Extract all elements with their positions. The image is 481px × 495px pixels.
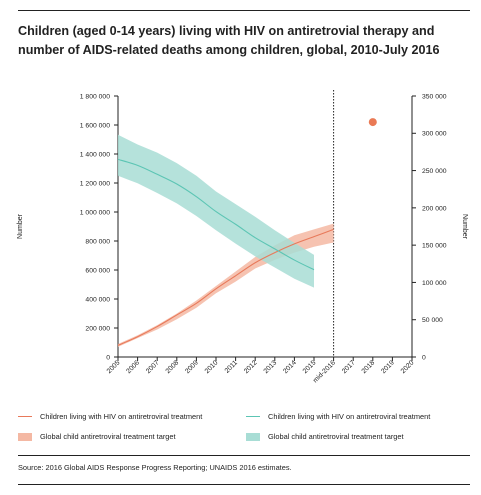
chart-title: Children (aged 0-14 years) living with H… [18, 24, 440, 57]
y-tick-label-left: 1 400 000 [80, 151, 110, 158]
x-tick-label: 2020 [400, 359, 416, 375]
x-tick-label: 2005 [106, 359, 122, 375]
y-tick-label-left: 400 000 [85, 296, 110, 303]
legend-swatch-orange-line [18, 416, 32, 417]
series-line-orange [117, 228, 334, 346]
legend-label-orange-band: Global child antiretroviral treatment ta… [40, 432, 176, 441]
y-tick-label-left: 1 600 000 [80, 122, 110, 129]
y-tick-label-right: 300 000 [422, 131, 447, 138]
y-tick-label-right: 250 000 [422, 168, 447, 175]
x-tick-label: 2010 [204, 359, 220, 375]
x-tick-label: 2012 [243, 359, 259, 375]
x-tick-label: 2017 [341, 359, 357, 375]
y-tick-label-right: 150 000 [422, 243, 447, 250]
y-tick-label-left: 1 000 000 [80, 209, 110, 216]
x-tick-label: 2018 [361, 359, 377, 375]
target-point [368, 118, 377, 127]
axes-layer [114, 90, 416, 361]
y-tick-label-right: 0 [422, 354, 426, 361]
legend-swatch-teal-line [246, 416, 260, 417]
y-tick-label-right: 350 000 [422, 93, 447, 100]
legend-item-orange-line: Children living with HIV on antiretrovir… [18, 412, 202, 421]
y-tick-label-right: 50 000 [422, 317, 443, 324]
x-tick-label: 2008 [165, 359, 181, 375]
y-tick-label-left: 800 000 [85, 238, 110, 245]
y-tick-label-left: 200 000 [85, 325, 110, 332]
x-tick-label: 2007 [145, 359, 161, 375]
y-tick-label-right: 100 000 [422, 280, 447, 287]
y-axis-title-left: Number [17, 213, 24, 239]
top-rule [18, 10, 470, 11]
bottom-rule [18, 484, 470, 485]
legend-label-teal-band: Global child antiretroviral treatment ta… [268, 432, 404, 441]
x-tick-label: 2014 [282, 359, 298, 375]
y-tick-label-left: 0 [106, 354, 110, 361]
y-tick-label-left: 1 800 000 [80, 93, 110, 100]
source-note: Source: 2016 Global AIDS Response Progre… [18, 463, 292, 472]
band-orange [118, 223, 334, 347]
chart: 0 200 000 400 000 600 000 800 000 1 000 000 1 … [17, 90, 468, 384]
x-tick-label: 2015 [302, 359, 318, 375]
x-tick-label: 2006 [125, 359, 141, 375]
lines-layer [117, 118, 377, 346]
y-tick-label-right: 200 000 [422, 205, 447, 212]
legend-swatch-teal-band [246, 432, 260, 441]
x-tick-label: 2009 [184, 359, 200, 375]
legend-swatch-orange-band [18, 432, 32, 441]
x-tick-label: 2019 [380, 359, 396, 375]
legend-label-teal-line: Children living with HIV on antiretrovir… [268, 412, 431, 421]
legend-item-teal-line: Children living with HIV on antiretrovir… [246, 412, 430, 421]
x-tick-label: 2011 [224, 359, 239, 374]
series-line-teal [117, 158, 315, 271]
legend-label-orange-line: Children living with HIV on antiretrovir… [40, 412, 203, 421]
legend-item-teal-band: Global child antiretroviral treatment ta… [246, 432, 404, 441]
source-rule [18, 455, 470, 456]
y-tick-label-left: 1 200 000 [80, 180, 110, 187]
x-tick-label: 2013 [263, 359, 279, 375]
y-axis-title-right: Number [461, 214, 468, 240]
y-tick-label-left: 600 000 [85, 267, 110, 274]
legend-item-orange-band: Global child antiretroviral treatment ta… [18, 432, 176, 441]
